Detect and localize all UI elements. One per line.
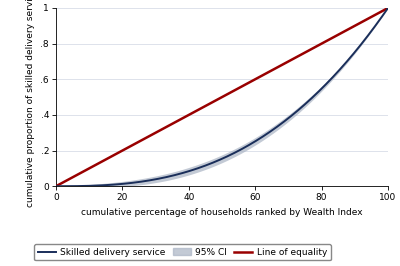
Y-axis label: cumulative proportion of skilled delivery service: cumulative proportion of skilled deliver… [26, 0, 35, 207]
Legend: Skilled delivery service, 95% CI, Line of equality: Skilled delivery service, 95% CI, Line o… [34, 244, 331, 260]
X-axis label: cumulative percentage of households ranked by Wealth Index: cumulative percentage of households rank… [81, 208, 363, 217]
